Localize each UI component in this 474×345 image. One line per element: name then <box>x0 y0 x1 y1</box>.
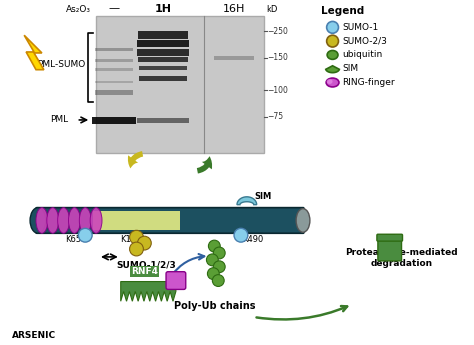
FancyBboxPatch shape <box>377 234 402 241</box>
Ellipse shape <box>296 209 310 232</box>
Text: K65: K65 <box>65 235 82 244</box>
Circle shape <box>213 247 225 259</box>
Text: −250: −250 <box>267 27 288 36</box>
FancyBboxPatch shape <box>137 118 189 123</box>
Ellipse shape <box>69 208 80 233</box>
FancyBboxPatch shape <box>139 76 187 80</box>
Circle shape <box>213 261 225 273</box>
Text: RNF4: RNF4 <box>131 267 158 276</box>
Text: SUMO-1: SUMO-1 <box>342 23 379 32</box>
FancyBboxPatch shape <box>166 272 186 289</box>
FancyBboxPatch shape <box>138 57 188 62</box>
FancyBboxPatch shape <box>139 66 187 70</box>
Text: Proteasome-mediated
degradation: Proteasome-mediated degradation <box>345 248 458 268</box>
Circle shape <box>327 21 338 33</box>
FancyBboxPatch shape <box>95 59 133 62</box>
FancyBboxPatch shape <box>95 48 133 51</box>
Ellipse shape <box>90 208 102 233</box>
Text: RING-finger: RING-finger <box>342 78 395 87</box>
Text: 1H: 1H <box>155 3 172 13</box>
Polygon shape <box>24 35 44 70</box>
Text: −75: −75 <box>267 112 283 121</box>
Ellipse shape <box>36 208 48 233</box>
Polygon shape <box>326 66 339 73</box>
FancyBboxPatch shape <box>137 40 189 47</box>
FancyBboxPatch shape <box>214 56 254 60</box>
Ellipse shape <box>327 50 338 59</box>
FancyArrowPatch shape <box>197 156 212 174</box>
FancyBboxPatch shape <box>36 208 304 233</box>
Text: ARSENIC: ARSENIC <box>12 331 56 340</box>
Ellipse shape <box>30 208 46 233</box>
Circle shape <box>207 254 218 266</box>
Text: K160: K160 <box>120 235 141 244</box>
Circle shape <box>208 268 219 279</box>
Circle shape <box>327 35 338 47</box>
Text: SUMO-1/2/3: SUMO-1/2/3 <box>117 261 176 270</box>
FancyArrowPatch shape <box>128 151 143 168</box>
Text: Legend: Legend <box>321 6 364 16</box>
Circle shape <box>212 275 224 286</box>
Text: kD: kD <box>266 4 278 13</box>
Text: −150: −150 <box>267 53 288 62</box>
Circle shape <box>209 240 220 252</box>
Polygon shape <box>121 282 176 301</box>
Text: SUMO-2/3: SUMO-2/3 <box>342 37 387 46</box>
FancyBboxPatch shape <box>93 210 180 230</box>
Circle shape <box>78 228 92 242</box>
Ellipse shape <box>326 78 339 87</box>
Text: Poly-Ub chains: Poly-Ub chains <box>173 301 255 311</box>
Ellipse shape <box>79 208 91 233</box>
FancyBboxPatch shape <box>96 16 264 154</box>
Text: PML-SUMO: PML-SUMO <box>37 60 85 69</box>
Text: 16H: 16H <box>223 3 245 13</box>
Ellipse shape <box>47 208 59 233</box>
FancyBboxPatch shape <box>92 117 136 124</box>
Circle shape <box>129 242 143 256</box>
FancyBboxPatch shape <box>95 68 133 71</box>
Text: PML: PML <box>50 116 69 125</box>
Text: —: — <box>108 3 119 13</box>
Ellipse shape <box>327 79 333 84</box>
Text: SIM: SIM <box>342 64 358 73</box>
Polygon shape <box>237 197 257 205</box>
Text: K490: K490 <box>242 235 264 244</box>
Text: ubiquitin: ubiquitin <box>342 50 383 59</box>
Circle shape <box>129 230 143 244</box>
FancyBboxPatch shape <box>95 80 133 83</box>
Circle shape <box>234 228 248 242</box>
FancyBboxPatch shape <box>378 240 401 261</box>
Ellipse shape <box>58 208 70 233</box>
Text: −100: −100 <box>267 86 288 95</box>
FancyBboxPatch shape <box>137 49 189 56</box>
FancyBboxPatch shape <box>95 90 133 95</box>
Text: SIM: SIM <box>255 192 272 201</box>
FancyBboxPatch shape <box>138 31 188 39</box>
Text: As₂O₃: As₂O₃ <box>66 4 91 13</box>
Circle shape <box>137 236 151 250</box>
